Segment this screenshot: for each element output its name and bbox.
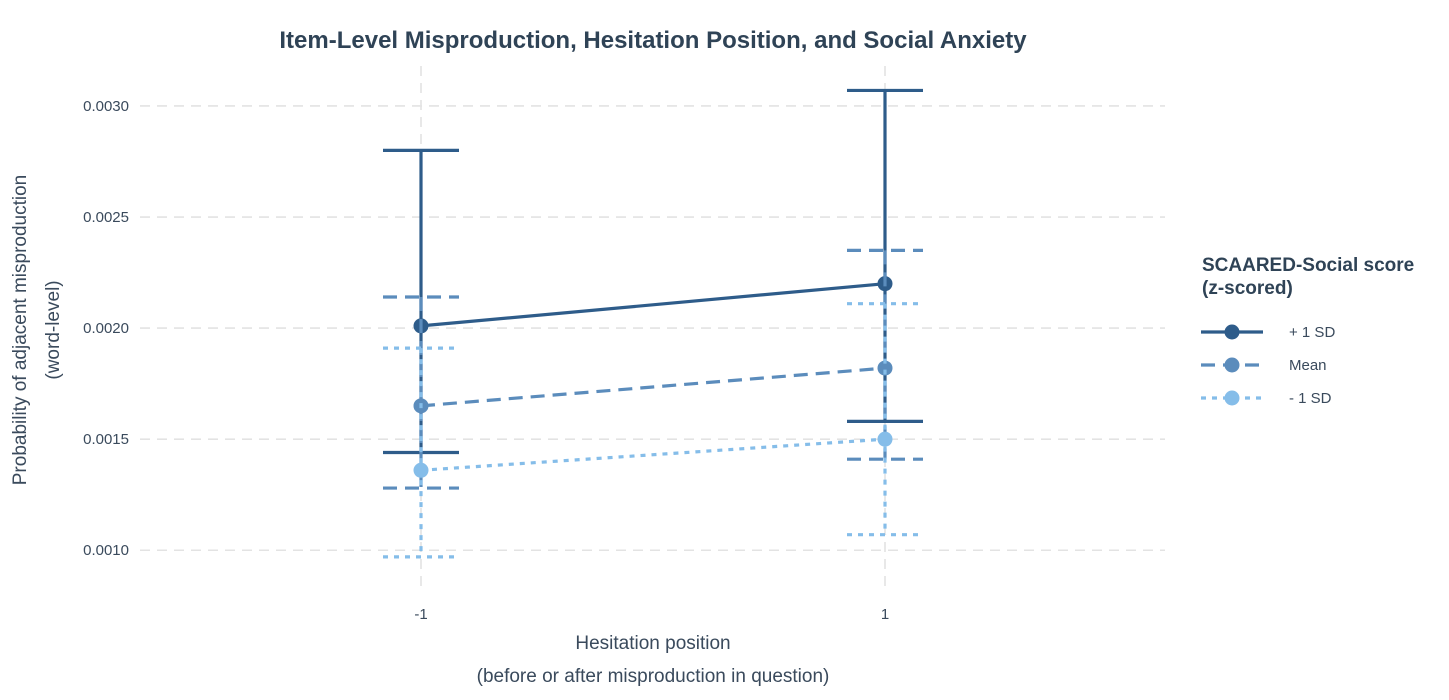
- legend-item: Mean: [1201, 357, 1327, 374]
- legend-label: - 1 SD: [1289, 390, 1332, 407]
- legend-item: + 1 SD: [1201, 324, 1335, 341]
- series-0: [383, 88, 923, 455]
- y-axis-ticks: 0.0010 0.0015 0.0020 0.0025 0.0030: [83, 98, 129, 559]
- gridlines: [140, 66, 1165, 588]
- legend-point: [1224, 357, 1240, 373]
- x-axis-title: Hesitation position: [575, 633, 730, 654]
- y-tick-label: 0.0030: [83, 98, 129, 115]
- legend-keys: + 1 SD Mean - 1 SD: [1201, 324, 1335, 407]
- legend-title-line1: SCAARED-Social score: [1202, 255, 1414, 276]
- x-axis-ticks: -1 1: [414, 606, 889, 623]
- series-line: [420, 437, 886, 472]
- legend-title-line2: (z-scored): [1202, 278, 1293, 299]
- y-axis-title: Probability of adjacent misproduction: [10, 175, 31, 486]
- legend-label: Mean: [1289, 357, 1327, 374]
- data-point: [877, 360, 893, 376]
- data-point: [413, 462, 429, 478]
- chart-title: Item-Level Misproduction, Hesitation Pos…: [279, 27, 1027, 54]
- series-layer: [383, 88, 923, 559]
- x-tick-label: -1: [414, 606, 427, 623]
- legend: SCAARED-Social score (z-scored) + 1 SD Me…: [1201, 255, 1414, 407]
- legend-point: [1224, 324, 1240, 340]
- y-tick-label: 0.0015: [83, 431, 129, 448]
- legend-point: [1224, 390, 1240, 406]
- legend-label: + 1 SD: [1289, 324, 1335, 341]
- y-tick-label: 0.0020: [83, 320, 129, 337]
- legend-item: - 1 SD: [1201, 390, 1332, 407]
- series-line: [420, 282, 886, 328]
- data-point: [877, 431, 893, 447]
- y-axis-subtitle: (word-level): [43, 280, 64, 379]
- x-axis-subtitle: (before or after misproduction in questi…: [477, 666, 830, 687]
- series-line: [420, 366, 886, 408]
- y-tick-label: 0.0025: [83, 209, 129, 226]
- series-2: [383, 302, 923, 559]
- x-tick-label: 1: [881, 606, 889, 623]
- y-tick-label: 0.0010: [83, 542, 129, 559]
